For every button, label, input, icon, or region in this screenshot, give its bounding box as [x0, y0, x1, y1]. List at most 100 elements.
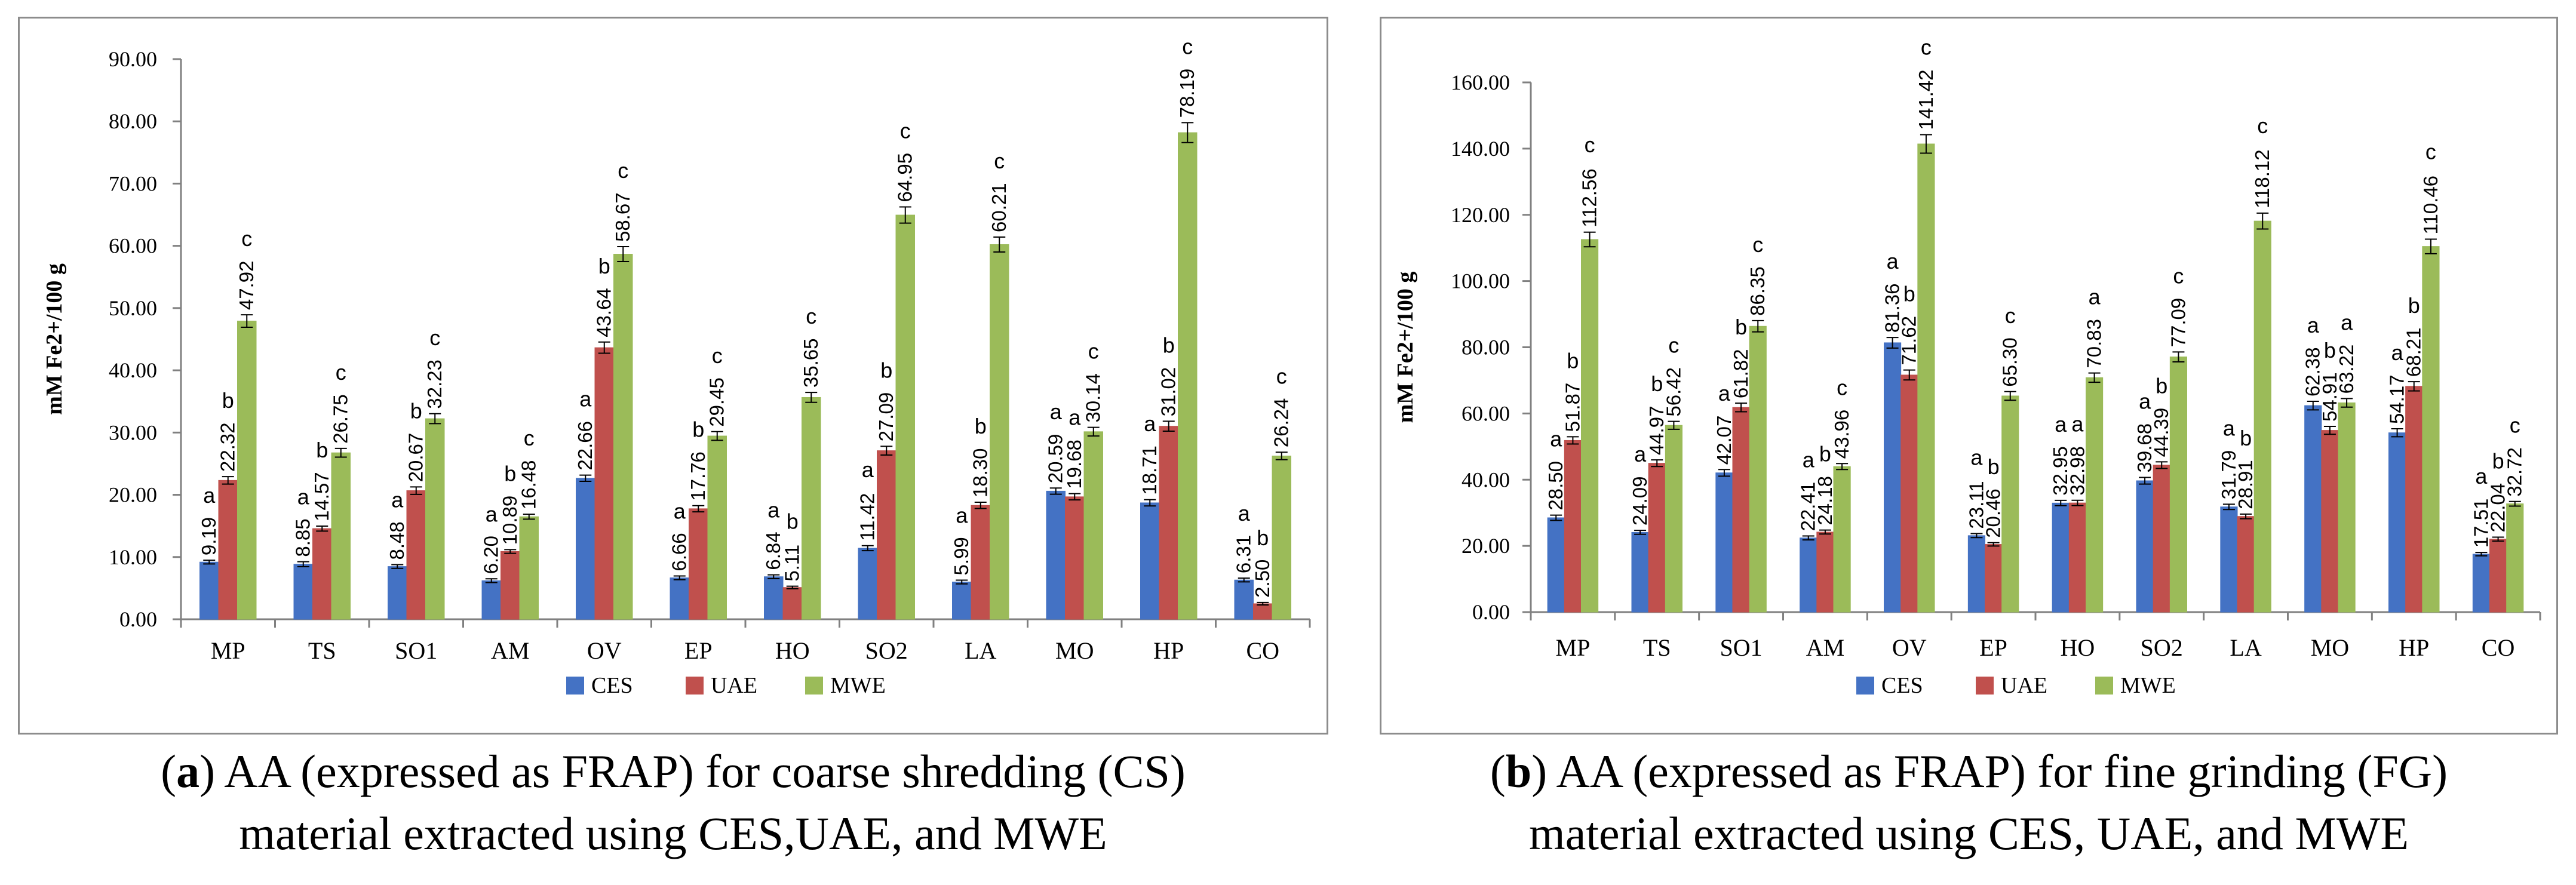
axes-a: 0.00 10.00 20.00 30.00 40.00 50.00 60.00 70.00 8… — [42, 47, 1311, 631]
bar-ces — [764, 576, 784, 620]
bar-ces — [1140, 502, 1160, 620]
significance-letter: a — [2223, 416, 2236, 440]
category-label: SO1 — [395, 637, 437, 664]
significance-letter: c — [994, 149, 1005, 173]
bar-ces — [1967, 535, 1985, 613]
y-tick-label: 120.00 — [1451, 203, 1510, 227]
significance-letter: b — [316, 438, 328, 462]
y-tick-label: 0.00 — [119, 607, 157, 631]
caption-b-open: ( — [1490, 745, 1506, 797]
significance-letter: c — [241, 226, 252, 251]
significance-letter: a — [2307, 313, 2320, 337]
category-label: LA — [2230, 634, 2261, 661]
bar-mwe — [2506, 503, 2524, 613]
data-label: 56.42 — [1662, 367, 1684, 417]
data-label: 20.46 — [1982, 488, 2004, 538]
data-label: 32.95 — [2049, 446, 2071, 496]
data-label: 16.48 — [518, 460, 540, 509]
bar-mwe — [613, 254, 633, 620]
data-label: 58.67 — [612, 192, 634, 242]
data-label: 65.30 — [1999, 337, 2021, 387]
bar-mwe — [331, 452, 351, 620]
bar-mwe — [2253, 220, 2271, 613]
data-label: 20.59 — [1045, 434, 1067, 484]
data-label: 22.66 — [574, 421, 596, 471]
bar-ces — [1234, 579, 1254, 620]
bar-ces — [1884, 342, 1902, 613]
data-label: 28.50 — [1545, 461, 1567, 511]
bar-ces — [670, 577, 689, 620]
significance-letter: c — [1668, 333, 1679, 358]
significance-letter: c — [336, 360, 346, 385]
data-label: 10.89 — [499, 496, 521, 545]
data-label: 18.71 — [1138, 445, 1160, 495]
bar-ces — [293, 564, 313, 620]
data-label: 2.50 — [1251, 560, 1273, 598]
y-tick-label: 30.00 — [109, 420, 157, 444]
significance-letter: c — [1752, 232, 1763, 257]
bar-uae — [1816, 531, 1834, 613]
data-label: 17.51 — [2470, 499, 2492, 548]
data-label: 43.64 — [593, 288, 615, 337]
significance-letter: b — [2324, 338, 2336, 362]
y-tick-label: 100.00 — [1451, 269, 1510, 293]
data-label: 86.35 — [1746, 266, 1768, 316]
data-label: 44.97 — [1645, 406, 1668, 456]
y-tick-label: 80.00 — [109, 109, 157, 133]
significance-letter: b — [787, 509, 799, 534]
significance-letter: a — [1238, 501, 1251, 526]
data-label: 9.19 — [198, 517, 220, 555]
legend-swatch-uae — [686, 677, 704, 695]
bar-chart-a: 0.00 10.00 20.00 30.00 40.00 50.00 60.00 70.00 8… — [42, 34, 1311, 698]
bar-ces — [2472, 554, 2491, 613]
data-label: 20.67 — [405, 433, 427, 483]
y-axis-label: mM Fe2+/100 g — [42, 263, 67, 415]
bar-uae — [971, 505, 990, 620]
category-label: AM — [1806, 634, 1844, 661]
bar-uae — [1253, 603, 1273, 620]
bar-ces — [199, 561, 219, 620]
bar-mwe — [1581, 239, 1599, 613]
significance-letter: a — [1050, 400, 1063, 424]
category-label: AM — [491, 637, 529, 664]
data-label: 68.21 — [2403, 328, 2425, 377]
caption-a: (a) AA (expressed as FRAP) for coarse sh… — [18, 740, 1328, 865]
bar-ces — [2388, 432, 2406, 613]
significance-letter: a — [1718, 381, 1731, 405]
legend-label-uae: UAE — [2001, 673, 2047, 698]
category-label: OV — [587, 637, 622, 664]
bar-mwe — [1083, 431, 1103, 620]
significance-letter: a — [1803, 447, 1815, 472]
significance-letter: b — [692, 417, 704, 442]
bar-uae — [218, 480, 238, 620]
bar-mwe — [707, 435, 727, 620]
category-label: HP — [2399, 634, 2429, 661]
data-label: 35.65 — [800, 339, 822, 388]
bar-ces — [481, 580, 501, 620]
category-label: MO — [1055, 637, 1094, 664]
bar-ces — [1800, 537, 1817, 613]
legend-swatch-ces — [1856, 677, 1874, 695]
y-tick-label: 80.00 — [1462, 336, 1510, 359]
significance-letter: b — [975, 414, 987, 438]
bar-ces — [2304, 405, 2322, 613]
significance-letter: a — [1887, 249, 1899, 274]
axes-b: 0.00 20.00 40.00 60.00 80.00 100.00 120.00 140.… — [1393, 70, 2541, 624]
data-label: 24.18 — [1814, 476, 1836, 526]
significance-letter: b — [410, 398, 422, 423]
data-label: 17.76 — [687, 451, 709, 501]
bar-mwe — [2086, 377, 2104, 613]
bar-uae — [1648, 463, 1666, 613]
data-label: 62.38 — [2302, 347, 2324, 397]
significance-letter: b — [222, 388, 234, 413]
caption-b: (b) AA (expressed as FRAP) for fine grin… — [1380, 740, 2558, 865]
significance-letter: a — [297, 485, 310, 509]
data-label: 22.41 — [1797, 482, 1819, 531]
bar-ces — [576, 478, 595, 620]
significance-letter: b — [1163, 333, 1175, 357]
significance-letter: a — [2475, 464, 2488, 488]
data-label: 118.12 — [2251, 149, 2273, 208]
data-label: 27.09 — [875, 392, 897, 442]
y-tick-label: 90.00 — [109, 47, 157, 71]
significance-letter: b — [880, 358, 892, 382]
